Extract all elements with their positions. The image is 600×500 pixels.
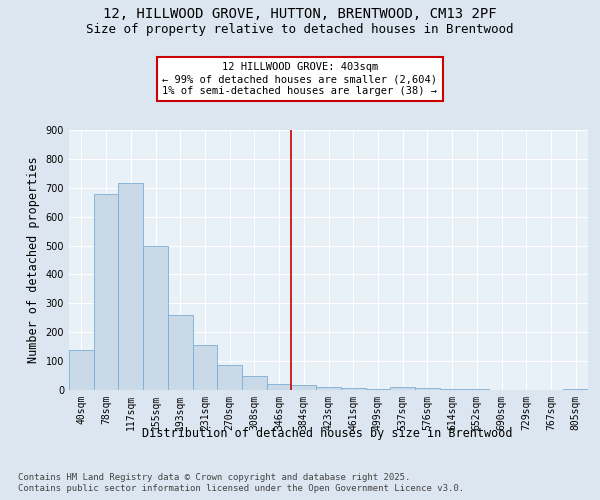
Bar — [365, 388, 390, 390]
Bar — [292, 385, 316, 390]
Bar — [217, 364, 242, 390]
Bar — [168, 316, 193, 390]
Text: Contains HM Land Registry data © Crown copyright and database right 2025.: Contains HM Land Registry data © Crown c… — [18, 472, 410, 482]
Bar — [390, 387, 415, 390]
Bar — [193, 344, 217, 390]
Bar — [415, 388, 440, 390]
Bar — [69, 350, 94, 390]
Bar — [316, 387, 341, 390]
Y-axis label: Number of detached properties: Number of detached properties — [27, 156, 40, 364]
Text: Contains public sector information licensed under the Open Government Licence v3: Contains public sector information licen… — [18, 484, 464, 493]
Text: 12, HILLWOOD GROVE, HUTTON, BRENTWOOD, CM13 2PF: 12, HILLWOOD GROVE, HUTTON, BRENTWOOD, C… — [103, 8, 497, 22]
Bar — [143, 246, 168, 390]
Text: Distribution of detached houses by size in Brentwood: Distribution of detached houses by size … — [142, 428, 512, 440]
Bar — [94, 194, 118, 390]
Bar — [341, 388, 365, 390]
Bar — [118, 184, 143, 390]
Bar — [242, 376, 267, 390]
Text: Size of property relative to detached houses in Brentwood: Size of property relative to detached ho… — [86, 22, 514, 36]
Bar — [267, 384, 292, 390]
Text: 12 HILLWOOD GROVE: 403sqm
← 99% of detached houses are smaller (2,604)
1% of sem: 12 HILLWOOD GROVE: 403sqm ← 99% of detac… — [163, 62, 437, 96]
Bar — [440, 388, 464, 390]
